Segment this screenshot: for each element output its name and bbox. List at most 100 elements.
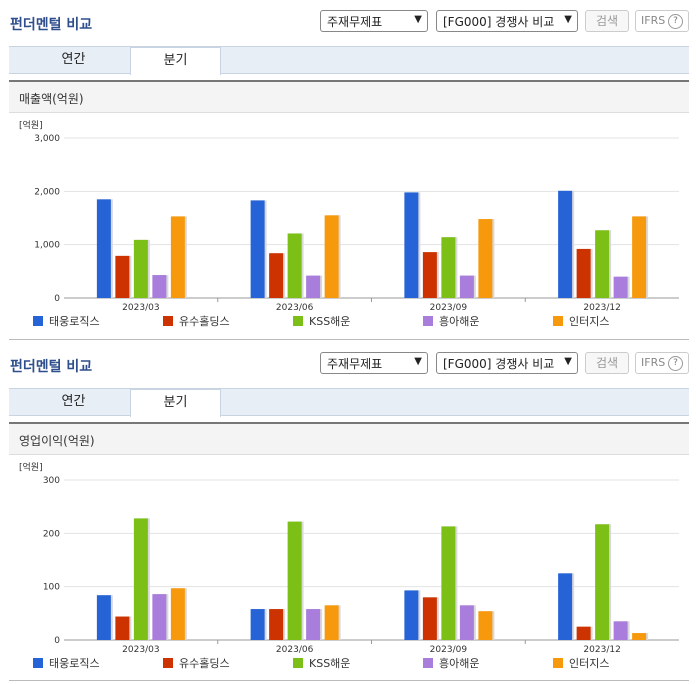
y-tick-label: 0 xyxy=(54,294,60,304)
panel-title: 펀더멘털 비교 xyxy=(10,359,93,375)
legend-label: 유수홀딩스 xyxy=(179,315,230,328)
x-tick-label: 2023/03 xyxy=(122,645,159,655)
panel-title: 펀더멘털 비교 xyxy=(10,17,93,33)
legend-label: 태웅로직스 xyxy=(49,657,100,670)
legend-label: KSS해운 xyxy=(309,656,350,670)
legend-swatch xyxy=(293,316,303,326)
bar xyxy=(558,190,573,298)
chart-title: 매출액(억원) xyxy=(19,92,84,106)
bar xyxy=(133,239,148,298)
chart-title: 영업이익(억원) xyxy=(19,434,95,448)
legend-label: 태웅로직스 xyxy=(49,315,100,328)
ifrs-help-button[interactable]: IFRS ? xyxy=(635,10,689,32)
ifrs-help-button[interactable]: IFRS ? xyxy=(635,352,689,374)
x-tick-label: 2023/09 xyxy=(430,303,468,313)
bar xyxy=(422,252,437,298)
bar xyxy=(613,276,628,298)
bar xyxy=(459,605,474,640)
chart-container: 영업이익(억원) [억원] 0 100 200 300 2023/03 2023/06 202… xyxy=(9,422,689,680)
chevron-down-icon: ▼ xyxy=(414,356,422,367)
bar xyxy=(152,275,167,298)
legend-swatch xyxy=(423,658,433,668)
divider xyxy=(9,680,689,681)
legend-swatch xyxy=(163,316,173,326)
tab-annual[interactable]: 연간 xyxy=(61,394,86,409)
tab-quarterly[interactable]: 분기 xyxy=(130,389,221,417)
bar xyxy=(250,609,265,640)
bar xyxy=(269,609,284,640)
bar xyxy=(595,524,610,640)
chevron-down-icon: ▼ xyxy=(414,14,422,25)
x-tick-label: 2023/09 xyxy=(430,645,468,655)
x-tick-label: 2023/03 xyxy=(122,303,159,313)
chart-header: 영업이익(억원) xyxy=(9,424,689,455)
bar xyxy=(459,275,474,298)
bar xyxy=(115,616,130,640)
operating-profit-bar-chart: [억원] 0 100 200 300 2023/03 2023/06 2023/09 2023/… xyxy=(19,461,679,670)
bar xyxy=(324,215,339,298)
x-tick-label: 2023/06 xyxy=(276,645,314,655)
x-tick-label: 2023/12 xyxy=(583,303,620,313)
bar xyxy=(404,192,419,298)
period-tabs: 연간 분기 xyxy=(9,46,689,75)
legend-swatch xyxy=(33,316,43,326)
y-tick-label: 200 xyxy=(43,529,60,539)
divider xyxy=(9,339,689,340)
legend-swatch xyxy=(293,658,303,668)
bar xyxy=(152,594,167,640)
legend-label: KSS해운 xyxy=(309,314,350,328)
fundamental-panel-sales: 펀더멘털 비교 주재무제표 ▼ [FG000] 경쟁사 비교 ▼ 검색 IFRS… xyxy=(0,6,696,346)
help-icon: ? xyxy=(668,356,683,371)
legend-label: 인터지스 xyxy=(569,657,609,670)
panel-header: 펀더멘털 비교 주재무제표 ▼ [FG000] 경쟁사 비교 ▼ 검색 IFRS… xyxy=(0,6,696,38)
statement-type-select[interactable]: 주재무제표 ▼ xyxy=(320,10,428,32)
bar xyxy=(576,626,591,640)
bar xyxy=(306,275,321,298)
bar xyxy=(632,633,647,640)
y-tick-label: 300 xyxy=(43,476,60,486)
chart-container: 매출액(억원) [억원] 0 1,000 2,000 3,000 2023/03 2023/… xyxy=(9,80,689,338)
sales-bar-chart: [억원] 0 1,000 2,000 3,000 2023/03 2023/06 2023/0… xyxy=(19,119,679,328)
legend-swatch xyxy=(163,658,173,668)
statement-type-select[interactable]: 주재무제표 ▼ xyxy=(320,352,428,374)
tab-annual[interactable]: 연간 xyxy=(61,52,86,67)
tab-quarterly[interactable]: 분기 xyxy=(130,47,221,75)
help-icon: ? xyxy=(668,14,683,29)
bar xyxy=(632,216,647,298)
y-tick-label: 2,000 xyxy=(34,187,60,197)
bar xyxy=(324,605,339,640)
bar xyxy=(478,611,493,640)
bar xyxy=(404,590,419,640)
bar xyxy=(96,595,111,640)
bar xyxy=(269,253,284,298)
bar xyxy=(287,233,302,298)
search-button[interactable]: 검색 xyxy=(585,352,629,374)
bar xyxy=(306,609,321,640)
x-tick-label: 2023/12 xyxy=(583,645,620,655)
bar xyxy=(115,255,130,298)
search-button[interactable]: 검색 xyxy=(585,10,629,32)
chevron-down-icon: ▼ xyxy=(564,356,572,367)
ifrs-label: IFRS xyxy=(641,14,666,27)
chart-header: 매출액(억원) xyxy=(9,82,689,113)
y-tick-label: 100 xyxy=(43,583,60,593)
bar xyxy=(422,597,437,640)
bar xyxy=(170,216,185,298)
y-unit-label: [억원] xyxy=(19,119,43,131)
legend-swatch xyxy=(423,316,433,326)
chevron-down-icon: ▼ xyxy=(564,14,572,25)
bar xyxy=(133,518,148,640)
statement-type-value: 주재무제표 xyxy=(327,15,383,29)
legend-swatch xyxy=(553,316,563,326)
y-tick-label: 3,000 xyxy=(34,134,60,144)
bar xyxy=(287,521,302,640)
y-unit-label: [억원] xyxy=(19,461,43,473)
panel-header: 펀더멘털 비교 주재무제표 ▼ [FG000] 경쟁사 비교 ▼ 검색 IFRS… xyxy=(0,348,696,380)
bar xyxy=(170,588,185,640)
legend-label: 흥아해운 xyxy=(439,656,479,670)
peer-group-select[interactable]: [FG000] 경쟁사 비교 ▼ xyxy=(436,10,578,32)
peer-group-select[interactable]: [FG000] 경쟁사 비교 ▼ xyxy=(436,352,578,374)
peer-group-value: [FG000] 경쟁사 비교 xyxy=(443,15,555,29)
bar xyxy=(441,526,456,640)
legend-label: 유수홀딩스 xyxy=(179,657,230,670)
